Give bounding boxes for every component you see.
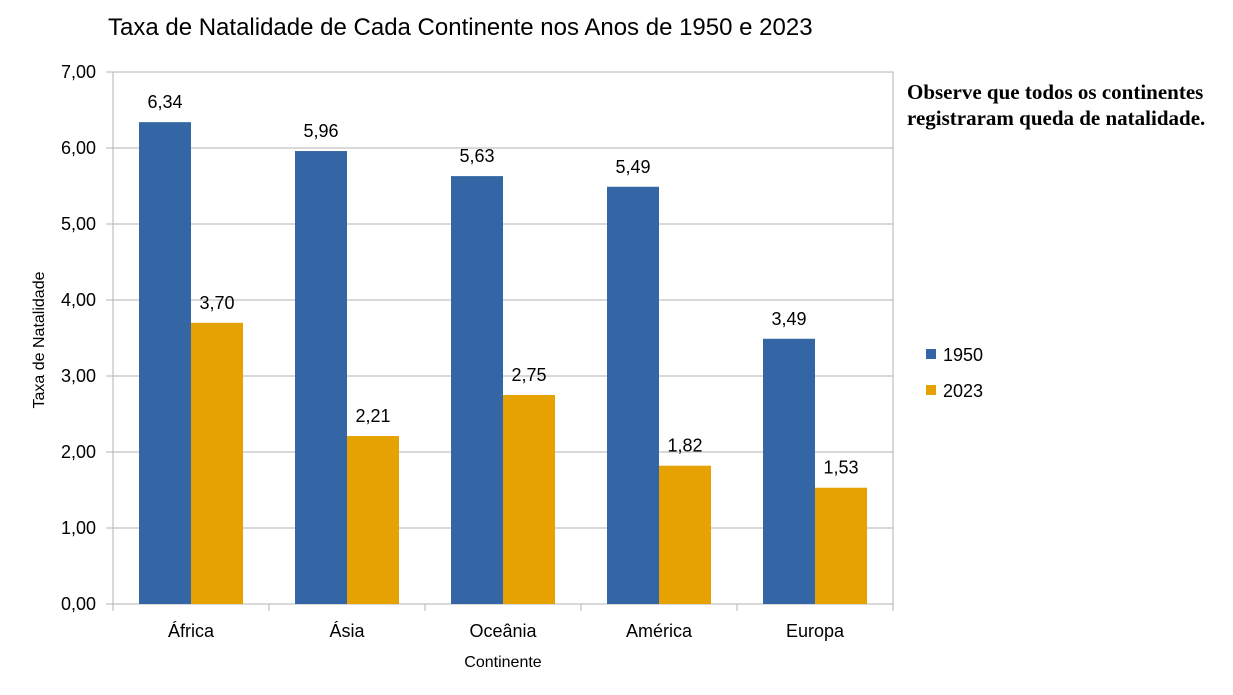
data-label: 1,53 (823, 458, 858, 478)
y-tick-label: 2,00 (61, 442, 96, 462)
data-label: 5,63 (459, 146, 494, 166)
data-label: 5,49 (615, 157, 650, 177)
y-tick-label: 5,00 (61, 214, 96, 234)
x-tick-label: Europa (786, 621, 845, 641)
x-tick-label: Oceânia (469, 621, 537, 641)
data-label: 3,49 (771, 309, 806, 329)
bar-2023-1 (347, 436, 399, 604)
y-tick-label: 6,00 (61, 138, 96, 158)
bar-2023-0 (191, 322, 243, 604)
y-tick-label: 0,00 (61, 594, 96, 614)
x-tick-label: África (168, 621, 215, 641)
y-axis-title: Taxa de Natalidade (31, 271, 48, 408)
bar-1950-1 (295, 151, 347, 605)
bars (139, 122, 867, 605)
legend-label: 2023 (943, 381, 983, 401)
bar-2023-3 (659, 465, 711, 604)
annotation-note: Observe que todos os continentes registr… (907, 80, 1206, 130)
x-axis-title: Continente (464, 654, 541, 671)
data-label: 6,34 (147, 92, 182, 112)
bar-1950-3 (607, 186, 659, 604)
y-tick-label: 4,00 (61, 290, 96, 310)
data-label: 2,21 (355, 406, 390, 426)
bar-2023-4 (815, 487, 867, 604)
y-tick-label: 1,00 (61, 518, 96, 538)
legend-label: 1950 (943, 345, 983, 365)
labels: 0,00 1,00 2,00 3,00 4,00 5,00 6,00 7,00 6,34 3,70… (31, 62, 859, 671)
data-label: 2,75 (511, 365, 546, 385)
data-label: 1,82 (667, 436, 702, 456)
legend: 1950 2023 (926, 345, 983, 401)
legend-swatch-2023 (926, 385, 936, 395)
y-tick-label: 7,00 (61, 62, 96, 82)
x-tick-label: Ásia (329, 621, 365, 641)
legend-swatch-1950 (926, 349, 936, 359)
chart-title: Taxa de Natalidade de Cada Continente no… (108, 14, 813, 41)
x-tick-label: América (626, 621, 693, 641)
data-label: 5,96 (303, 121, 338, 141)
bar-1950-4 (763, 338, 815, 604)
axes (106, 71, 894, 611)
bar-1950-0 (139, 122, 191, 604)
y-tick-label: 3,00 (61, 366, 96, 386)
bar-1950-2 (451, 176, 503, 604)
bar-2023-2 (503, 395, 555, 604)
data-label: 3,70 (199, 293, 234, 313)
